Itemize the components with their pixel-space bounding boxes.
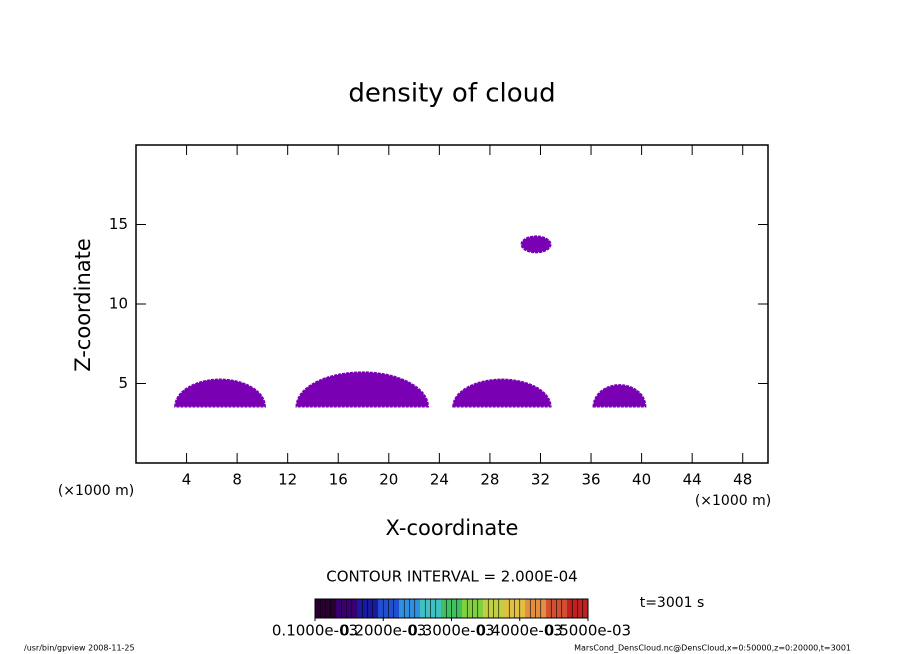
y-unit: (×1000 m)	[58, 483, 134, 499]
x-unit: (×1000 m)	[695, 493, 771, 509]
x-tick-label: 24	[430, 471, 449, 489]
time-label: t=3001 s	[640, 595, 705, 611]
x-tick-label: 8	[232, 471, 242, 489]
x-axis-label: X-coordinate	[386, 516, 519, 540]
x-tick-label: 4	[182, 471, 192, 489]
cloud-region	[520, 235, 552, 254]
footer-right: MarsCond_DensCloud.nc@DensCloud,x=0:5000…	[574, 644, 851, 653]
x-tick-label: 44	[683, 471, 702, 489]
y-tick-label: 15	[109, 215, 128, 233]
cloud-region	[592, 384, 647, 408]
x-tick-label: 40	[632, 471, 651, 489]
chart-title: density of cloud	[348, 79, 555, 109]
cloud-region	[174, 378, 266, 408]
colorbar-tick-label: 0.3000e-03	[408, 622, 494, 640]
y-tick-label: 5	[118, 374, 128, 392]
plot-frame	[135, 144, 769, 464]
colorbar-tick-label: 0.5000e-03	[545, 622, 631, 640]
cloud-region	[452, 378, 552, 408]
x-tick-label: 32	[531, 471, 550, 489]
footer-left: /usr/bin/gpview 2008-11-25	[24, 644, 135, 653]
colorbar-tick-label: 0.1000e-03	[272, 622, 358, 640]
x-tick-label: 12	[278, 471, 297, 489]
contour-interval: CONTOUR INTERVAL = 2.000E-04	[326, 568, 577, 586]
x-tick-label: 20	[379, 471, 398, 489]
cloud-region	[295, 371, 429, 408]
x-tick-label: 48	[733, 471, 752, 489]
x-tick-label: 28	[480, 471, 499, 489]
x-tick-label: 16	[329, 471, 348, 489]
y-axis-label: Z-coordinate	[71, 238, 95, 372]
y-tick-label: 10	[109, 295, 128, 313]
x-tick-label: 36	[581, 471, 600, 489]
colorbar-tick-label: 0.2000e-03	[340, 622, 426, 640]
colorbar-tick-label: 0.4000e-03	[477, 622, 563, 640]
